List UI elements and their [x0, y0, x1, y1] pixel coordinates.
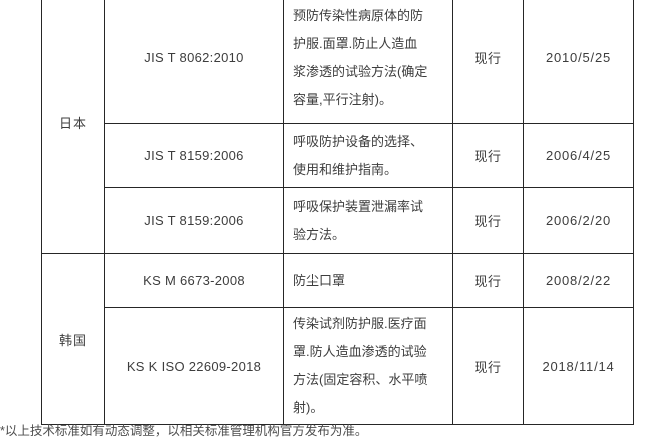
status-cell: 现行 [452, 187, 524, 254]
table-row: JIS T 8159:2006 呼吸保护装置泄漏率试验方法。 现行 2006/2… [42, 187, 634, 254]
table-row: JIS T 8159:2006 呼吸防护设备的选择、使用和维护指南。 现行 20… [42, 123, 634, 188]
standard-cell: JIS T 8062:2010 [104, 0, 284, 124]
status-cell: 现行 [452, 0, 524, 124]
table-row: 日本 JIS T 8062:2010 预防传染性病原体的防护服.面罩.防止人造血… [41, 0, 634, 254]
table-row: KS K ISO 22609-2018 传染试剂防护服.医疗面罩.防人造血渗透的… [42, 307, 634, 425]
date-cell: 2010/5/25 [523, 0, 634, 124]
description-cell: 防尘口罩 [283, 253, 453, 308]
description-cell: 呼吸防护设备的选择、使用和维护指南。 [283, 123, 453, 188]
table-row: 韩国 KS M 6673-2008 防尘口罩 现行 2008/2/22 [41, 253, 634, 425]
date-cell: 2018/11/14 [523, 307, 634, 425]
standard-cell: JIS T 8159:2006 [104, 123, 284, 188]
date-cell: 2006/2/20 [523, 187, 634, 254]
date-cell: 2008/2/22 [523, 253, 634, 308]
country-cell-korea: 韩国 [41, 253, 105, 425]
status-cell: 现行 [452, 253, 524, 308]
standard-cell: JIS T 8159:2006 [104, 187, 284, 254]
description-cell: 预防传染性病原体的防护服.面罩.防止人造血浆渗透的试验方法(确定容量,平行注射)… [283, 0, 453, 124]
standard-cell: KS K ISO 22609-2018 [104, 307, 284, 425]
standards-table: 日本 JIS T 8062:2010 预防传染性病原体的防护服.面罩.防止人造血… [41, 0, 634, 425]
standard-cell: KS M 6673-2008 [104, 253, 284, 308]
status-cell: 现行 [452, 123, 524, 188]
date-cell: 2006/4/25 [523, 123, 634, 188]
description-cell: 呼吸保护装置泄漏率试验方法。 [283, 187, 453, 254]
status-cell: 现行 [452, 307, 524, 425]
country-cell-japan: 日本 [41, 0, 105, 254]
footnote: *以上技术标准如有动态调整，以相关标准管理机构官方发布为准。 [0, 424, 368, 438]
description-cell: 传染试剂防护服.医疗面罩.防人造血渗透的试验方法(固定容积、水平喷射)。 [283, 307, 453, 425]
